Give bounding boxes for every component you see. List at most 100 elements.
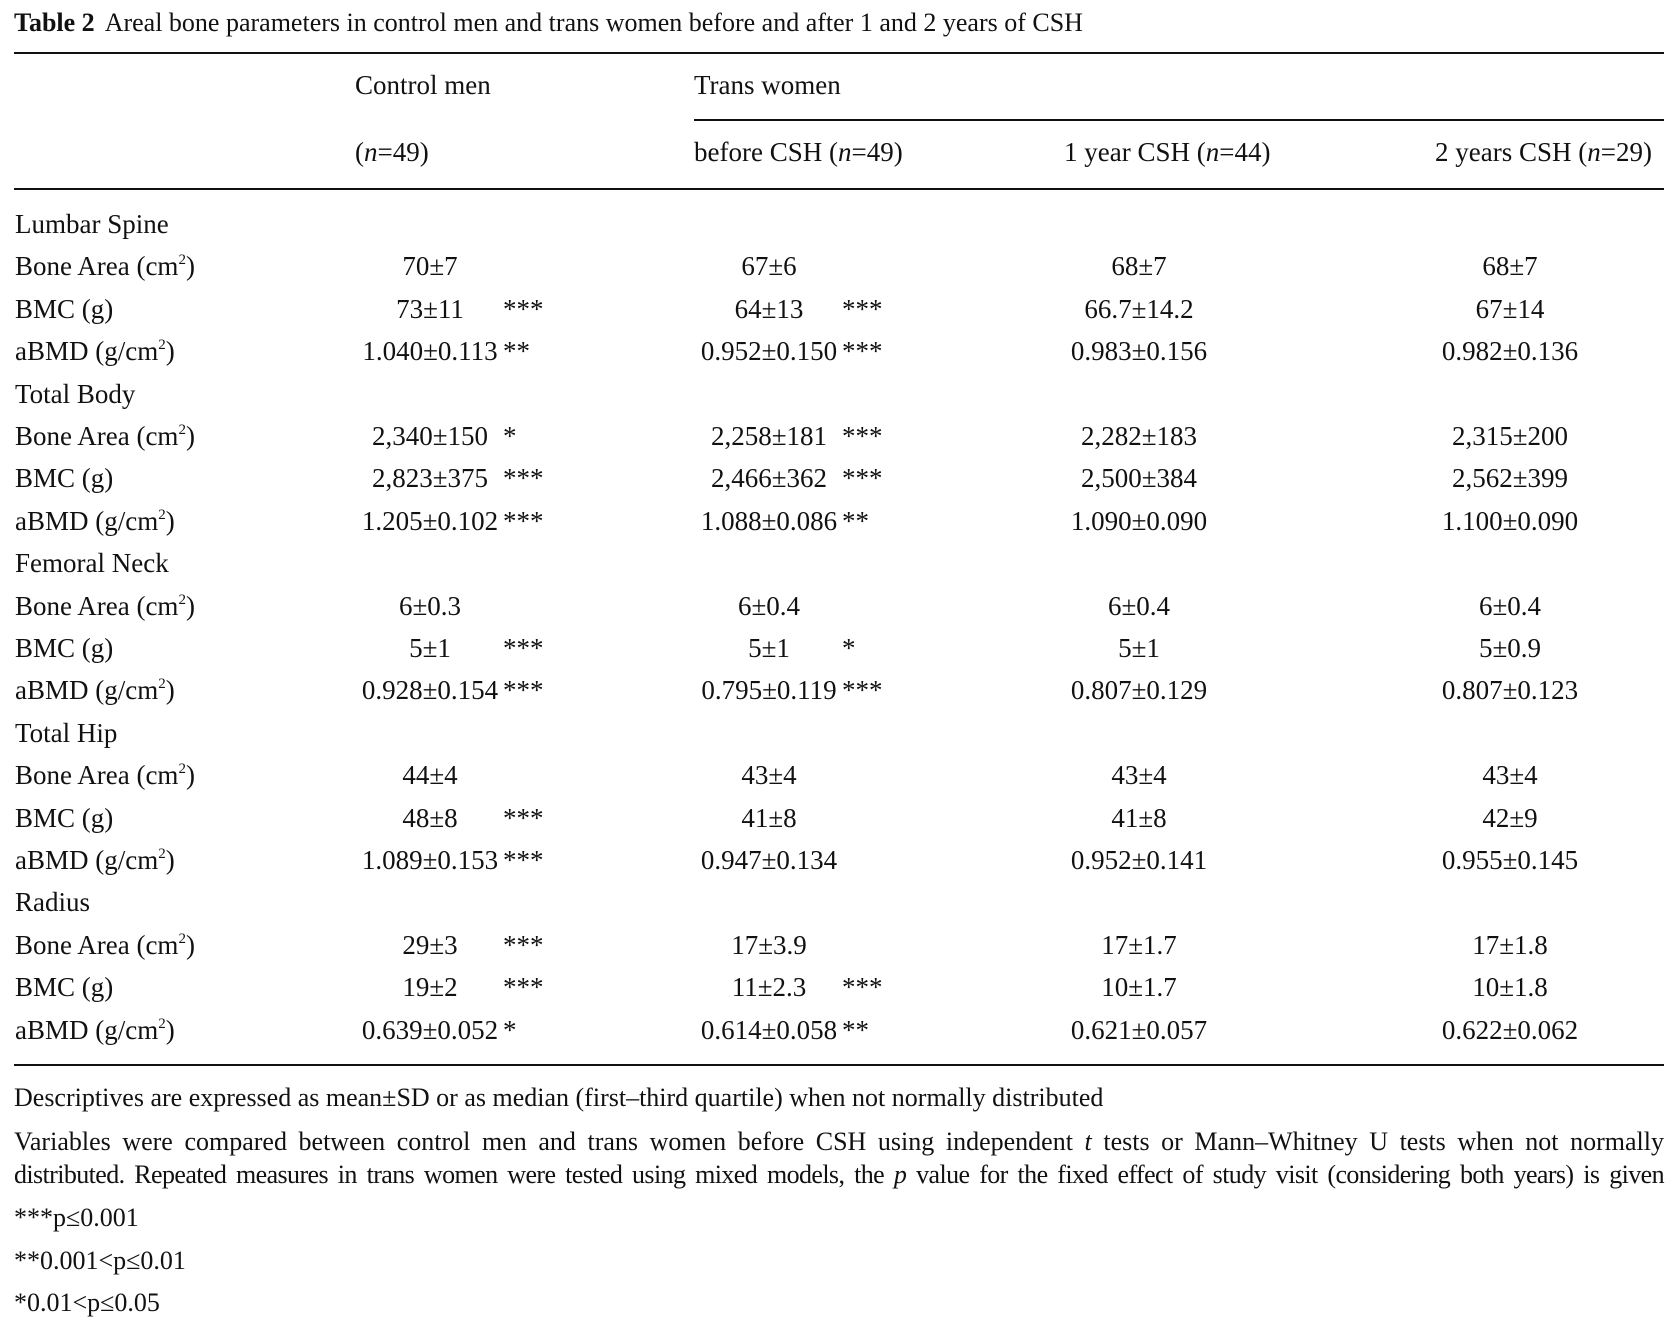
significance-marker: *** xyxy=(842,463,883,494)
row-label-tail: ) xyxy=(165,336,175,367)
table-cell: 70±7 xyxy=(355,245,505,287)
row-label: BMC (g) xyxy=(15,797,113,839)
significance-marker: *** xyxy=(842,972,883,1003)
note-sig-3: ***p≤0.001 xyxy=(14,1203,139,1232)
cell-value: 10±1.7 xyxy=(1101,972,1177,1003)
row-label-text: BMC (g) xyxy=(15,633,114,663)
header-col-2: before CSH (n=49) xyxy=(694,137,903,168)
table-cell: 29±3 *** xyxy=(355,924,543,966)
table-cell: 11±2.3 *** xyxy=(694,966,883,1008)
row-label-tail: ) xyxy=(165,505,175,536)
table-cell: 41±8 xyxy=(1064,797,1214,839)
table-cell: 17±1.8 xyxy=(1435,924,1585,966)
cell-value: 0.947±0.134 xyxy=(700,845,838,875)
significance-marker: * xyxy=(842,633,856,663)
superscript: 2 xyxy=(158,337,166,354)
row-label-tail: ) xyxy=(185,251,195,282)
cell-value: 43±4 xyxy=(1111,760,1167,791)
cell-value: 17±1.7 xyxy=(1101,929,1177,960)
row-label-tail: ) xyxy=(185,760,195,791)
table-cell: 0.928±0.154 *** xyxy=(355,669,544,711)
row-label: Bone Area (cm2) xyxy=(15,754,195,796)
row-label: BMC (g) xyxy=(15,627,113,669)
cell-value: 0.614±0.058 xyxy=(700,1014,838,1045)
cell-value: 44±4 xyxy=(402,760,458,791)
table-cell: 17±1.7 xyxy=(1064,924,1214,966)
table-cell: 5±1 *** xyxy=(355,627,543,669)
row-label-tail: ) xyxy=(165,675,175,706)
table-cell: 0.955±0.145 xyxy=(1435,839,1585,881)
cell-value: 0.952±0.141 xyxy=(1070,845,1208,875)
row-label-text: BMC (g) xyxy=(15,293,114,324)
cell-value: 2,500±384 xyxy=(1080,463,1198,494)
row-label: Bone Area (cm2) xyxy=(15,585,195,627)
table-cell: 41±8 xyxy=(694,797,844,839)
row-label: BMC (g) xyxy=(15,288,113,330)
table-cell: 5±1 * xyxy=(694,627,855,669)
note-sig-1: *0.01<p≤0.05 xyxy=(14,1288,160,1317)
table-cell: 44±4 xyxy=(355,754,505,796)
cell-value: 70±7 xyxy=(402,251,458,282)
cell-value: 0.807±0.123 xyxy=(1441,675,1579,706)
significance-marker: *** xyxy=(503,633,544,663)
table-cell: 43±4 xyxy=(1435,754,1585,796)
significance-marker: *** xyxy=(503,293,544,324)
superscript: 2 xyxy=(158,1015,166,1032)
cell-value: 6±0.4 xyxy=(1478,590,1542,621)
table-cell: 68±7 xyxy=(1064,245,1214,287)
row-label-text: Bone Area (cm xyxy=(15,760,179,791)
header-n: n xyxy=(1205,137,1220,167)
table-cell: 48±8 *** xyxy=(355,797,543,839)
table-cell: 6±0.4 xyxy=(1435,585,1585,627)
table-cell: 2,823±375 *** xyxy=(355,457,544,499)
row-label-text: aBMD (g/cm xyxy=(15,675,159,706)
cell-value: 41±8 xyxy=(741,802,797,833)
significance-marker: * xyxy=(503,1014,517,1045)
table-cell: 0.983±0.156 xyxy=(1064,330,1214,372)
table-cell: 2,466±362 *** xyxy=(694,457,883,499)
table-cell: 0.621±0.057 xyxy=(1064,1009,1214,1051)
cell-value: 43±4 xyxy=(1482,760,1538,791)
header-text: =29) xyxy=(1600,137,1652,167)
table-row: BMC (g) 5±1 *** 5±1 * 5±1 5±0.9 xyxy=(0,627,1672,669)
row-label: aBMD (g/cm2) xyxy=(15,500,175,542)
cell-value: 5±1 xyxy=(409,633,451,663)
cell-value: 19±2 xyxy=(402,972,458,1003)
cell-value: 2,466±362 xyxy=(710,463,828,494)
table-cell: 1.088±0.086 ** xyxy=(694,500,869,542)
header-col-1: (n=49) xyxy=(355,137,429,168)
table-cell: 64±13 *** xyxy=(694,288,883,330)
table-row: aBMD (g/cm2) 0.928±0.154 *** 0.795±0.119 ***… xyxy=(0,669,1672,711)
cell-value: 6±0.4 xyxy=(737,590,801,621)
table-cell: 5±1 xyxy=(1064,627,1214,669)
row-label-text: Bone Area (cm xyxy=(15,251,179,282)
cell-value: 1.088±0.086 xyxy=(700,505,838,536)
header-text: 1 year CSH ( xyxy=(1064,137,1206,167)
cell-value: 66.7±14.2 xyxy=(1084,293,1194,324)
table-row: aBMD (g/cm2) 0.639±0.052 * 0.614±0.058 ** 0.6… xyxy=(0,1009,1672,1051)
significance-marker: ** xyxy=(842,1014,869,1045)
row-label-text: Bone Area (cm xyxy=(15,421,179,451)
cell-value: 1.100±0.090 xyxy=(1441,505,1579,536)
row-label: BMC (g) xyxy=(15,966,113,1008)
cell-value: 43±4 xyxy=(741,760,797,791)
table-caption: Table 2 Areal bone parameters in control … xyxy=(14,8,1083,38)
table-cell: 66.7±14.2 xyxy=(1064,288,1214,330)
table-row: BMC (g) 2,823±375 *** 2,466±362 *** 2,500±384… xyxy=(0,457,1672,499)
note-text: distributed. Repeated measures in trans … xyxy=(14,1160,894,1189)
section-label: Total Hip xyxy=(15,717,118,748)
significance-marker: *** xyxy=(503,845,544,875)
superscript: 2 xyxy=(158,846,166,862)
note-methods-line1: Variables were compared between control … xyxy=(14,1127,1664,1157)
table-cell: 1.040±0.113 ** xyxy=(355,330,530,372)
cell-value: 2,823±375 xyxy=(371,463,489,494)
cell-value: 0.807±0.129 xyxy=(1070,675,1208,706)
significance-marker: *** xyxy=(503,929,544,960)
table-cell: 1.100±0.090 xyxy=(1435,500,1585,542)
header-text: =49) xyxy=(377,137,429,167)
header-col-3: 1 year CSH (n=44) xyxy=(1064,137,1270,168)
group-rule xyxy=(694,119,1664,121)
header-n: n xyxy=(837,137,852,167)
row-label-text: aBMD (g/cm xyxy=(15,336,159,367)
table-row: Bone Area (cm2) 44±4 43±4 43±4 43±4 xyxy=(0,754,1672,796)
